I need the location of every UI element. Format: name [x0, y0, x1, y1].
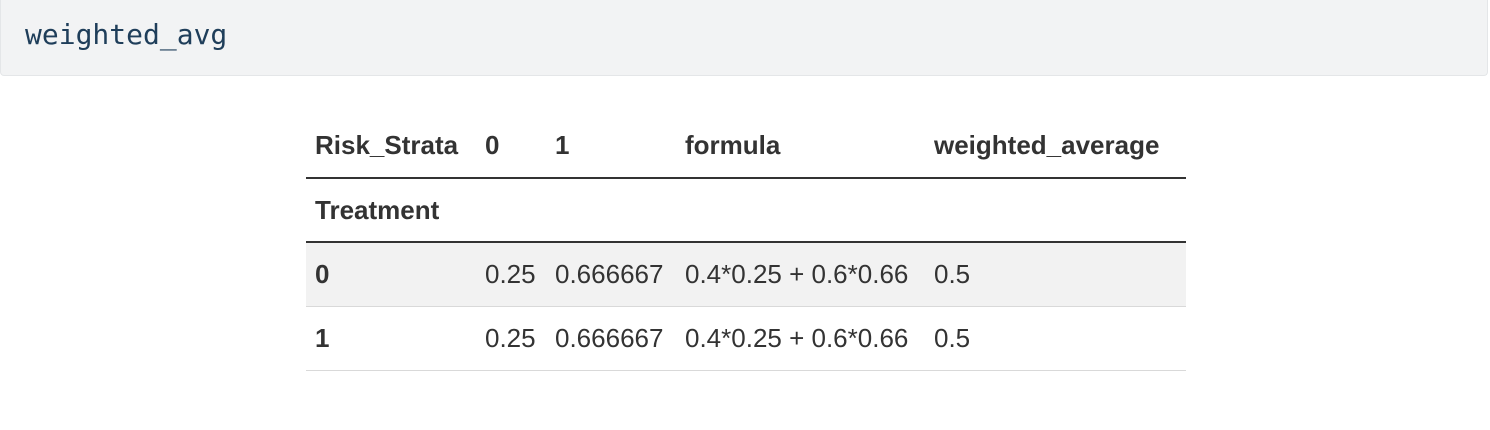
- index-name-row: Treatment: [306, 178, 1186, 243]
- column-header: 1: [546, 114, 676, 179]
- table-cell: 0.666667: [546, 306, 676, 371]
- column-header-row: Risk_Strata 0 1 formula weighted_average: [306, 114, 1186, 179]
- table-cell: 0.666667: [546, 242, 676, 307]
- columns-name-header: Risk_Strata: [306, 114, 476, 179]
- column-header: weighted_average: [925, 114, 1186, 179]
- dataframe-table: Risk_Strata 0 1 formula weighted_average…: [306, 114, 1186, 371]
- column-header: 0: [476, 114, 546, 179]
- row-index: 0: [306, 242, 476, 307]
- table-cell: 0.4*0.25 + 0.6*0.66: [676, 242, 925, 307]
- row-index: 1: [306, 306, 476, 371]
- table-cell: 0.25: [476, 306, 546, 371]
- column-header: formula: [676, 114, 925, 179]
- table-row: 1 0.25 0.666667 0.4*0.25 + 0.6*0.66 0.5: [306, 306, 1186, 371]
- table-cell: 0.5: [925, 306, 1186, 371]
- table-cell: 0.25: [476, 242, 546, 307]
- table-row: 0 0.25 0.666667 0.4*0.25 + 0.6*0.66 0.5: [306, 242, 1186, 307]
- code-cell-source[interactable]: weighted_avg: [25, 18, 228, 51]
- table-cell: 0.4*0.25 + 0.6*0.66: [676, 306, 925, 371]
- dataframe-output: Risk_Strata 0 1 formula weighted_average…: [306, 114, 1186, 371]
- table-cell: 0.5: [925, 242, 1186, 307]
- code-cell[interactable]: weighted_avg: [0, 0, 1488, 76]
- index-name-header: Treatment: [306, 178, 476, 243]
